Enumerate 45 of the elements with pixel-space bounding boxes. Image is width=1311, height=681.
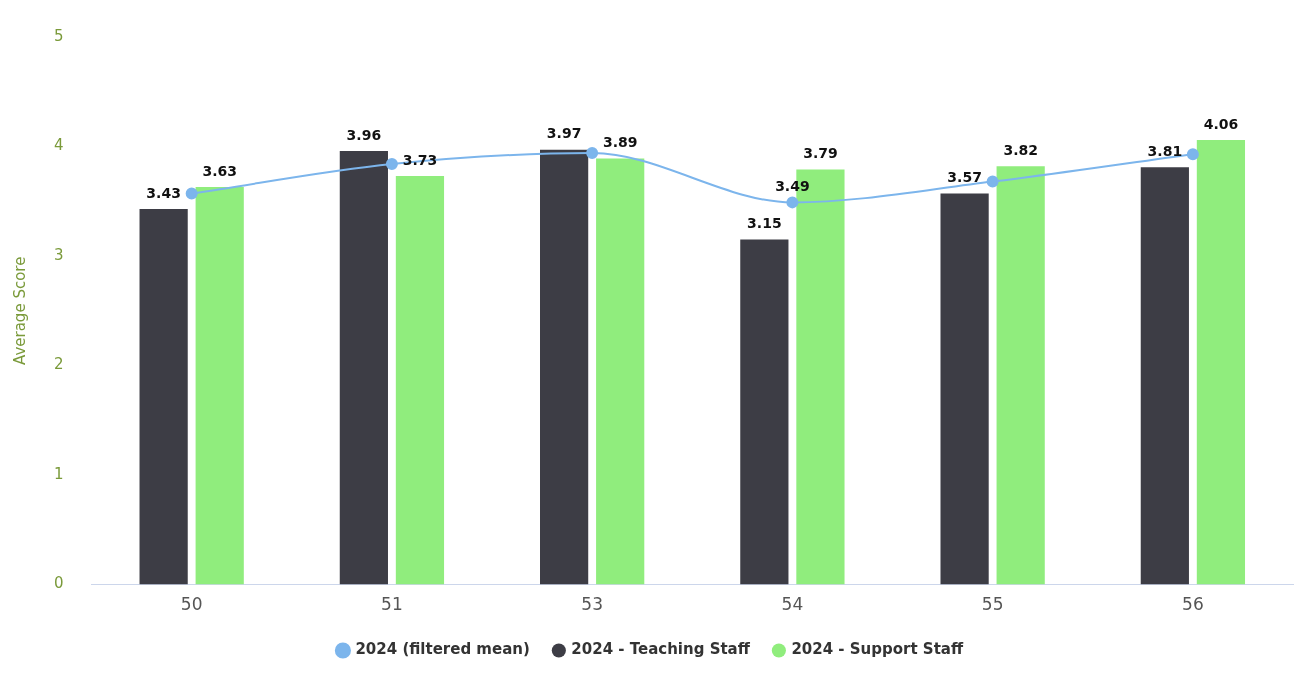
y-tick-label: 5 [54,26,64,45]
data-label: 3.63 [202,162,237,179]
y-tick-label: 0 [54,574,64,593]
data-label: 3.43 [146,184,181,201]
bar [540,149,589,585]
x-tick-label: 51 [381,594,403,615]
point [185,187,198,200]
y-axis-title: Average Score [10,256,29,365]
point [586,147,599,160]
point [385,158,398,171]
x-tick-label: 56 [1182,594,1204,615]
point [986,175,999,188]
bar [740,239,789,585]
bar [139,208,188,585]
legend-label: 2024 (filtered mean) [355,640,530,659]
y-tick-label: 3 [54,245,64,264]
data-label: 3.89 [602,134,638,151]
data-label: 3.96 [346,126,382,143]
y-tick-label: 1 [54,464,64,483]
point [786,196,799,209]
y-tick-label: 2 [54,355,64,374]
bar [395,176,445,585]
bar [940,193,989,585]
legend-label: 2024 - Teaching Staff [571,640,751,659]
data-label: 3.81 [1147,142,1183,159]
x-tick-label: 55 [981,594,1004,615]
legend-label: 2024 - Support Staff [791,640,964,659]
bar [1196,139,1246,585]
point [1186,148,1199,161]
data-label: 3.82 [1003,141,1038,158]
data-label: 3.57 [947,169,982,186]
data-label: 4.06 [1203,115,1239,132]
bar [596,158,645,585]
data-label: 3.49 [775,178,810,195]
bar [996,166,1045,585]
data-label: 3.97 [546,125,582,142]
data-label: 3.79 [803,145,838,162]
data-label: 3.15 [747,215,782,232]
x-tick-label: 53 [581,594,603,615]
x-tick-label: 54 [781,594,804,615]
y-tick-label: 4 [54,136,64,155]
x-tick-label: 50 [180,594,203,615]
bar [195,187,244,585]
bar [339,150,388,585]
bar [1140,167,1189,585]
